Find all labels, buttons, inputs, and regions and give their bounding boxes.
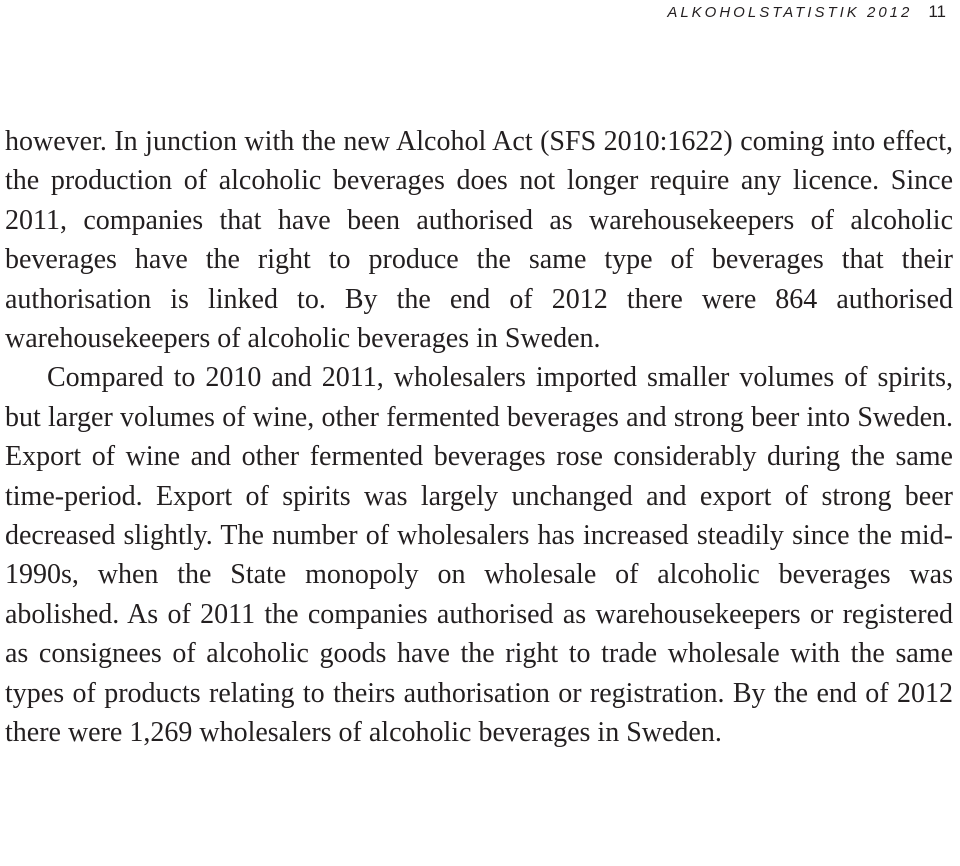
paragraph-continuation: however. In junction with the new Alcoho…	[5, 126, 953, 355]
paragraph-wholesalers: Compared to 2010 and 2011, wholesalers i…	[5, 362, 953, 749]
page-number: 11	[928, 2, 946, 21]
running-header-title: ALKOHOLSTATISTIK 2012	[667, 4, 913, 21]
running-header: ALKOHOLSTATISTIK 2012 11	[667, 2, 946, 22]
body-text: however. In junction with the new Alcoho…	[5, 122, 953, 753]
